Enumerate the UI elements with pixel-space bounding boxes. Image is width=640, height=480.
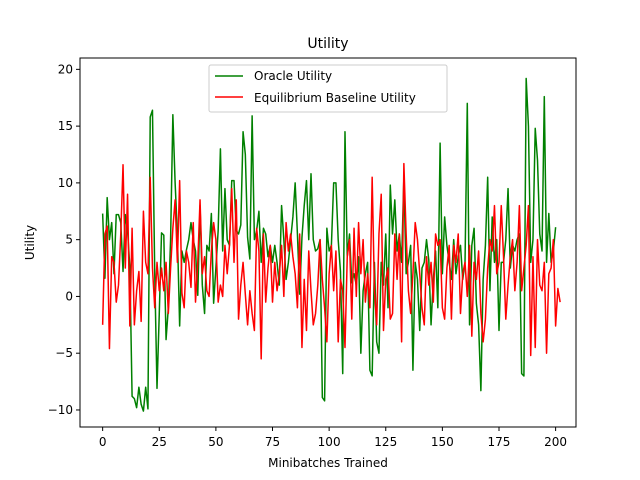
y-tick-label: 10 xyxy=(58,176,73,190)
plot-frame xyxy=(79,57,577,428)
y-tick-label: 15 xyxy=(58,119,73,133)
legend-box xyxy=(208,64,448,113)
x-axis-label: Minibatches Trained xyxy=(268,456,388,470)
x-tick-label: 50 xyxy=(208,435,223,449)
x-tick-label: 100 xyxy=(318,435,341,449)
x-tick-label: 0 xyxy=(99,435,107,449)
x-tick-label: 25 xyxy=(152,435,167,449)
series-layer xyxy=(101,77,561,412)
legend-label-oracle: Oracle Utility xyxy=(254,69,332,83)
y-tick-label: −10 xyxy=(48,403,73,417)
series-line-equilibrium xyxy=(101,162,561,360)
x-tick-label: 175 xyxy=(488,435,511,449)
y-tick-label: −5 xyxy=(55,346,73,360)
x-tick-label: 150 xyxy=(431,435,454,449)
y-axis-ticks: −10 −5 0 5 10 15 20 xyxy=(48,62,80,417)
y-tick-label: 5 xyxy=(65,233,73,247)
x-tick-label: 75 xyxy=(265,435,280,449)
x-tick-label: 125 xyxy=(374,435,397,449)
x-tick-label: 200 xyxy=(544,435,567,449)
legend-label-equilibrium: Equilibrium Baseline Utility xyxy=(254,91,416,105)
series-line-oracle xyxy=(101,77,557,412)
y-axis-label: Utility xyxy=(23,225,37,260)
y-tick-label: 0 xyxy=(65,289,73,303)
legend: Oracle Utility Equilibrium Baseline Util… xyxy=(208,64,448,113)
chart-title: Utility xyxy=(307,36,348,52)
y-tick-label: 20 xyxy=(58,62,73,76)
x-axis-ticks: 0 25 50 75 100 125 150 175 200 xyxy=(99,427,567,449)
